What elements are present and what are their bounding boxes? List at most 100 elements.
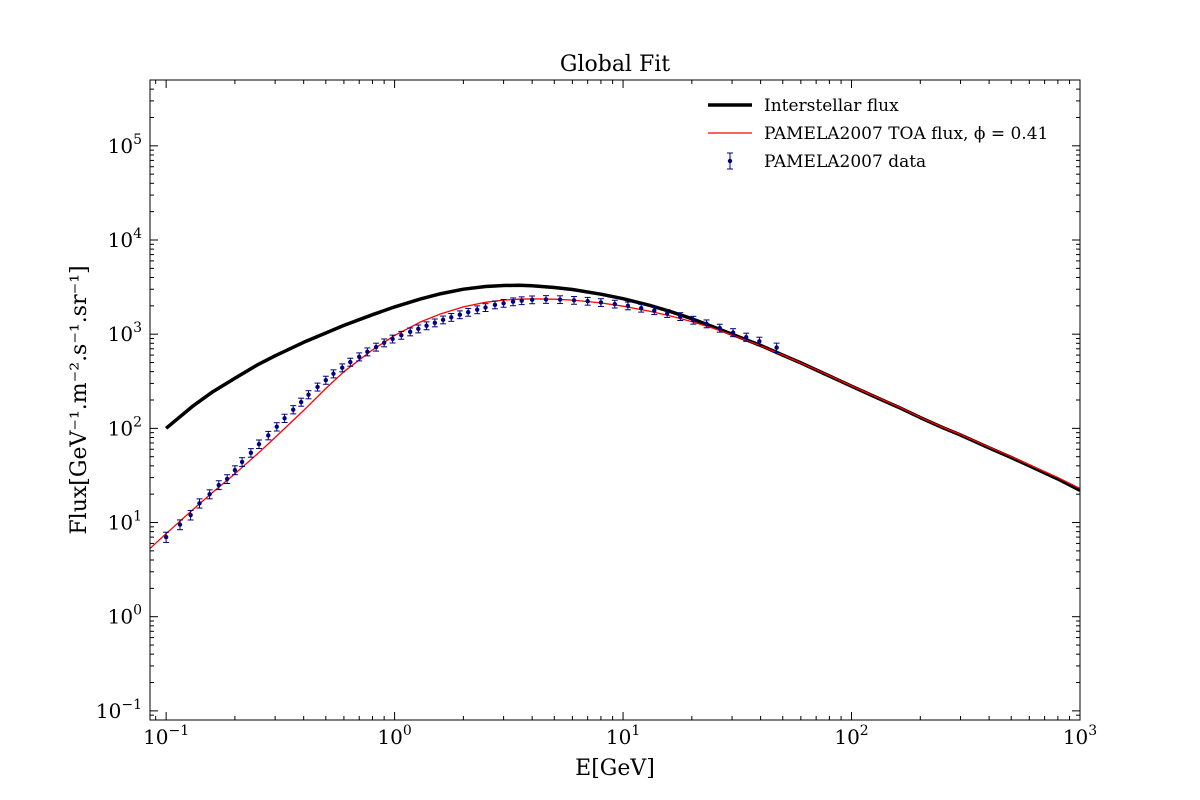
data-point: [305, 390, 312, 400]
y-tick-base: 10: [108, 228, 133, 252]
data-marker: [440, 317, 446, 323]
data-point: [187, 509, 194, 521]
data-marker: [291, 407, 296, 412]
data-point: [407, 327, 414, 337]
data-point: [389, 334, 396, 344]
x-tick-exponent: 0: [403, 723, 412, 739]
data-point: [415, 324, 422, 334]
data-point: [163, 531, 170, 543]
data-marker: [323, 377, 329, 383]
axes-frame: [149, 79, 1081, 721]
data-point: [423, 321, 430, 331]
data-point: [500, 298, 507, 308]
y-tick-exponent: 5: [133, 132, 142, 148]
data-marker: [730, 330, 736, 335]
data-marker: [177, 522, 183, 527]
y-tick-exponent: −1: [121, 697, 142, 713]
x-tick-base: 10: [143, 725, 168, 749]
chart-title: Global Fit: [560, 52, 670, 77]
data-point: [690, 315, 697, 325]
data-marker: [424, 323, 429, 328]
data-marker: [625, 303, 631, 309]
data-point: [756, 336, 763, 347]
data-marker: [510, 299, 516, 304]
data-marker: [239, 459, 245, 465]
data-point: [474, 305, 481, 315]
data-point: [290, 405, 297, 415]
legend-swatch-marker: [727, 158, 733, 164]
data-marker: [216, 482, 221, 488]
data-marker: [365, 349, 370, 354]
data-point: [730, 328, 737, 338]
data-marker: [331, 371, 336, 376]
data-marker: [704, 321, 709, 326]
y-tick-exponent: 1: [133, 509, 142, 525]
y-tick-label: 100: [108, 603, 142, 629]
y-tick-exponent: 4: [133, 226, 142, 242]
data-marker: [717, 325, 722, 331]
data-marker: [652, 308, 657, 313]
data-marker: [571, 298, 577, 303]
data-marker: [432, 320, 438, 326]
y-tick-base: 10: [108, 605, 133, 629]
y-tick-label: 104: [108, 226, 142, 252]
data-point: [256, 439, 263, 450]
data-point: [206, 489, 213, 500]
data-point: [716, 323, 723, 333]
x-tick-label: 10−1: [143, 723, 189, 749]
legend-label: PAMELA2007 data: [764, 152, 926, 172]
x-tick-exponent: 2: [860, 723, 869, 739]
data-point: [664, 309, 671, 318]
y-tick-label: 102: [108, 414, 142, 440]
data-marker: [188, 512, 193, 518]
data-point: [224, 474, 231, 485]
legend-item-1: PAMELA2007 TOA flux, ϕ = 0.41: [708, 124, 1048, 144]
data-point: [518, 296, 525, 306]
data-marker: [348, 359, 353, 365]
y-tick-exponent: 3: [133, 320, 142, 336]
data-point: [239, 457, 246, 467]
data-marker: [529, 297, 535, 302]
data-point: [491, 300, 498, 310]
data-marker: [483, 305, 488, 310]
data-point: [373, 342, 380, 352]
data-marker: [373, 344, 379, 350]
data-point: [273, 422, 280, 432]
data-point: [231, 465, 238, 476]
data-marker: [416, 326, 421, 332]
data-marker: [306, 392, 311, 397]
data-marker: [256, 441, 262, 447]
data-marker: [163, 534, 169, 540]
data-point: [381, 338, 388, 348]
data-point: [624, 301, 631, 311]
data-point: [339, 363, 346, 373]
data-marker: [224, 476, 230, 482]
data-marker: [475, 307, 480, 312]
data-point: [638, 303, 645, 313]
x-tick-exponent: −1: [169, 723, 190, 739]
legend: Interstellar flux PAMELA2007 TOA flux, ϕ …: [708, 96, 1048, 172]
y-tick-base: 10: [108, 511, 133, 535]
minor-ticks: [150, 80, 1080, 720]
data-point: [482, 303, 489, 312]
data-point: [215, 480, 222, 491]
data-point: [298, 397, 305, 407]
y-tick-base: 10: [96, 699, 121, 723]
data-marker: [744, 334, 749, 340]
x-tick-base: 10: [377, 725, 402, 749]
data-marker: [774, 345, 779, 350]
data-point: [448, 313, 455, 322]
data-marker: [612, 301, 617, 307]
x-tick-base: 10: [606, 725, 631, 749]
x-tick-base: 10: [834, 725, 859, 749]
data-marker: [585, 298, 590, 304]
data-marker: [457, 312, 463, 317]
data-marker: [390, 336, 395, 342]
data-point: [773, 342, 780, 353]
data-point: [611, 299, 618, 309]
data-point: [557, 295, 564, 305]
x-axis-label: E[GeV]: [575, 756, 655, 781]
data-marker: [501, 301, 506, 306]
legend-label: PAMELA2007 TOA flux, ϕ = 0.41: [764, 124, 1048, 144]
